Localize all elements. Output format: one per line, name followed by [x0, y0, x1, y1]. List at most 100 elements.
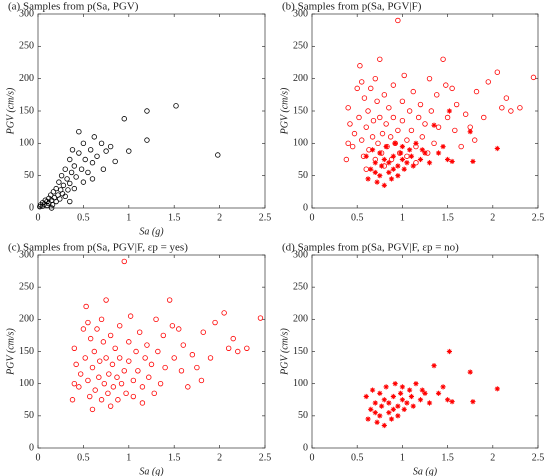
point	[395, 17, 401, 24]
y-axis-label: PGV (cm/s)	[5, 87, 16, 135]
point	[76, 128, 82, 135]
point	[78, 166, 85, 172]
point	[133, 348, 139, 355]
point	[215, 152, 221, 158]
point	[207, 355, 214, 361]
star-point	[422, 150, 428, 156]
y-tick-label: 0	[303, 202, 308, 213]
y-tick-label: 200	[19, 73, 34, 84]
star-point	[399, 143, 405, 150]
x-tick-label: 0.5	[351, 212, 364, 223]
point	[517, 105, 523, 111]
y-tick-label: 200	[293, 73, 308, 84]
point	[130, 393, 137, 400]
star-point	[467, 129, 473, 135]
point	[98, 316, 105, 323]
y-axis-label: PGV (cm/s)	[5, 327, 16, 375]
x-tick-label: 0	[36, 452, 41, 463]
axes-box	[311, 254, 539, 449]
point	[69, 397, 76, 403]
point	[453, 101, 460, 108]
star-point	[401, 166, 407, 172]
point	[94, 326, 100, 332]
point	[71, 380, 78, 387]
point	[123, 390, 129, 397]
point	[82, 355, 88, 361]
point	[212, 319, 218, 326]
y-tick-label: 100	[19, 378, 34, 389]
point	[399, 117, 406, 124]
axes-box	[37, 13, 266, 209]
star-point	[395, 413, 401, 419]
star-point	[377, 390, 383, 396]
star-point	[390, 406, 396, 412]
star-point	[386, 410, 392, 416]
point	[89, 176, 96, 182]
star-point	[392, 140, 398, 146]
point	[381, 92, 388, 98]
star-point	[419, 387, 425, 393]
point	[375, 140, 381, 147]
y-tick-label: 150	[19, 105, 34, 116]
y-tick-label: 0	[29, 202, 34, 213]
point	[503, 95, 510, 101]
point	[473, 88, 480, 95]
star-point	[404, 160, 410, 166]
star-point	[408, 153, 415, 159]
x-axis-label: Sa (g)	[413, 466, 438, 476]
point	[92, 387, 98, 393]
x-tick-label: 2.5	[532, 212, 545, 223]
point	[354, 85, 360, 92]
point	[80, 140, 87, 147]
star-point	[368, 406, 374, 412]
point	[343, 156, 350, 163]
point	[100, 166, 107, 172]
point	[98, 397, 105, 403]
point	[91, 134, 97, 140]
y-tick-label: 300	[293, 249, 308, 260]
point	[180, 342, 186, 348]
point	[365, 108, 371, 114]
point	[114, 374, 120, 380]
point	[65, 187, 71, 193]
star-point	[446, 348, 453, 355]
x-tick-label: 2	[217, 212, 222, 223]
point	[374, 98, 380, 104]
y-tick-label: 150	[293, 105, 308, 116]
point	[107, 403, 114, 409]
point	[230, 335, 236, 342]
point	[97, 358, 103, 364]
star-point	[372, 400, 378, 406]
star-point	[404, 400, 410, 406]
point	[107, 143, 114, 150]
y-tick-label: 50	[298, 410, 308, 421]
chart-title: (a) Samples from p(Sa, PGV)	[8, 1, 139, 13]
star-point	[377, 413, 383, 419]
point	[117, 323, 123, 329]
star-point	[467, 369, 473, 375]
point	[85, 319, 91, 326]
point	[160, 332, 167, 339]
star-point	[377, 173, 383, 179]
star-point	[369, 147, 376, 153]
point	[153, 316, 159, 323]
y-tick-label: 50	[24, 410, 34, 421]
star-point	[440, 384, 446, 390]
star-point	[368, 166, 374, 172]
point	[76, 150, 82, 156]
star-point	[381, 422, 387, 429]
point	[200, 329, 206, 335]
point	[64, 176, 70, 182]
star-point	[435, 390, 442, 396]
x-tick-label: 1	[400, 212, 405, 223]
point	[377, 114, 383, 121]
point	[82, 156, 88, 163]
point	[136, 329, 143, 335]
point	[130, 377, 137, 384]
point	[356, 114, 362, 121]
x-tick-label: 1	[400, 452, 405, 463]
point	[117, 355, 123, 361]
star-point	[431, 122, 437, 128]
point	[96, 374, 102, 380]
x-tick-label: 1.5	[168, 452, 181, 463]
